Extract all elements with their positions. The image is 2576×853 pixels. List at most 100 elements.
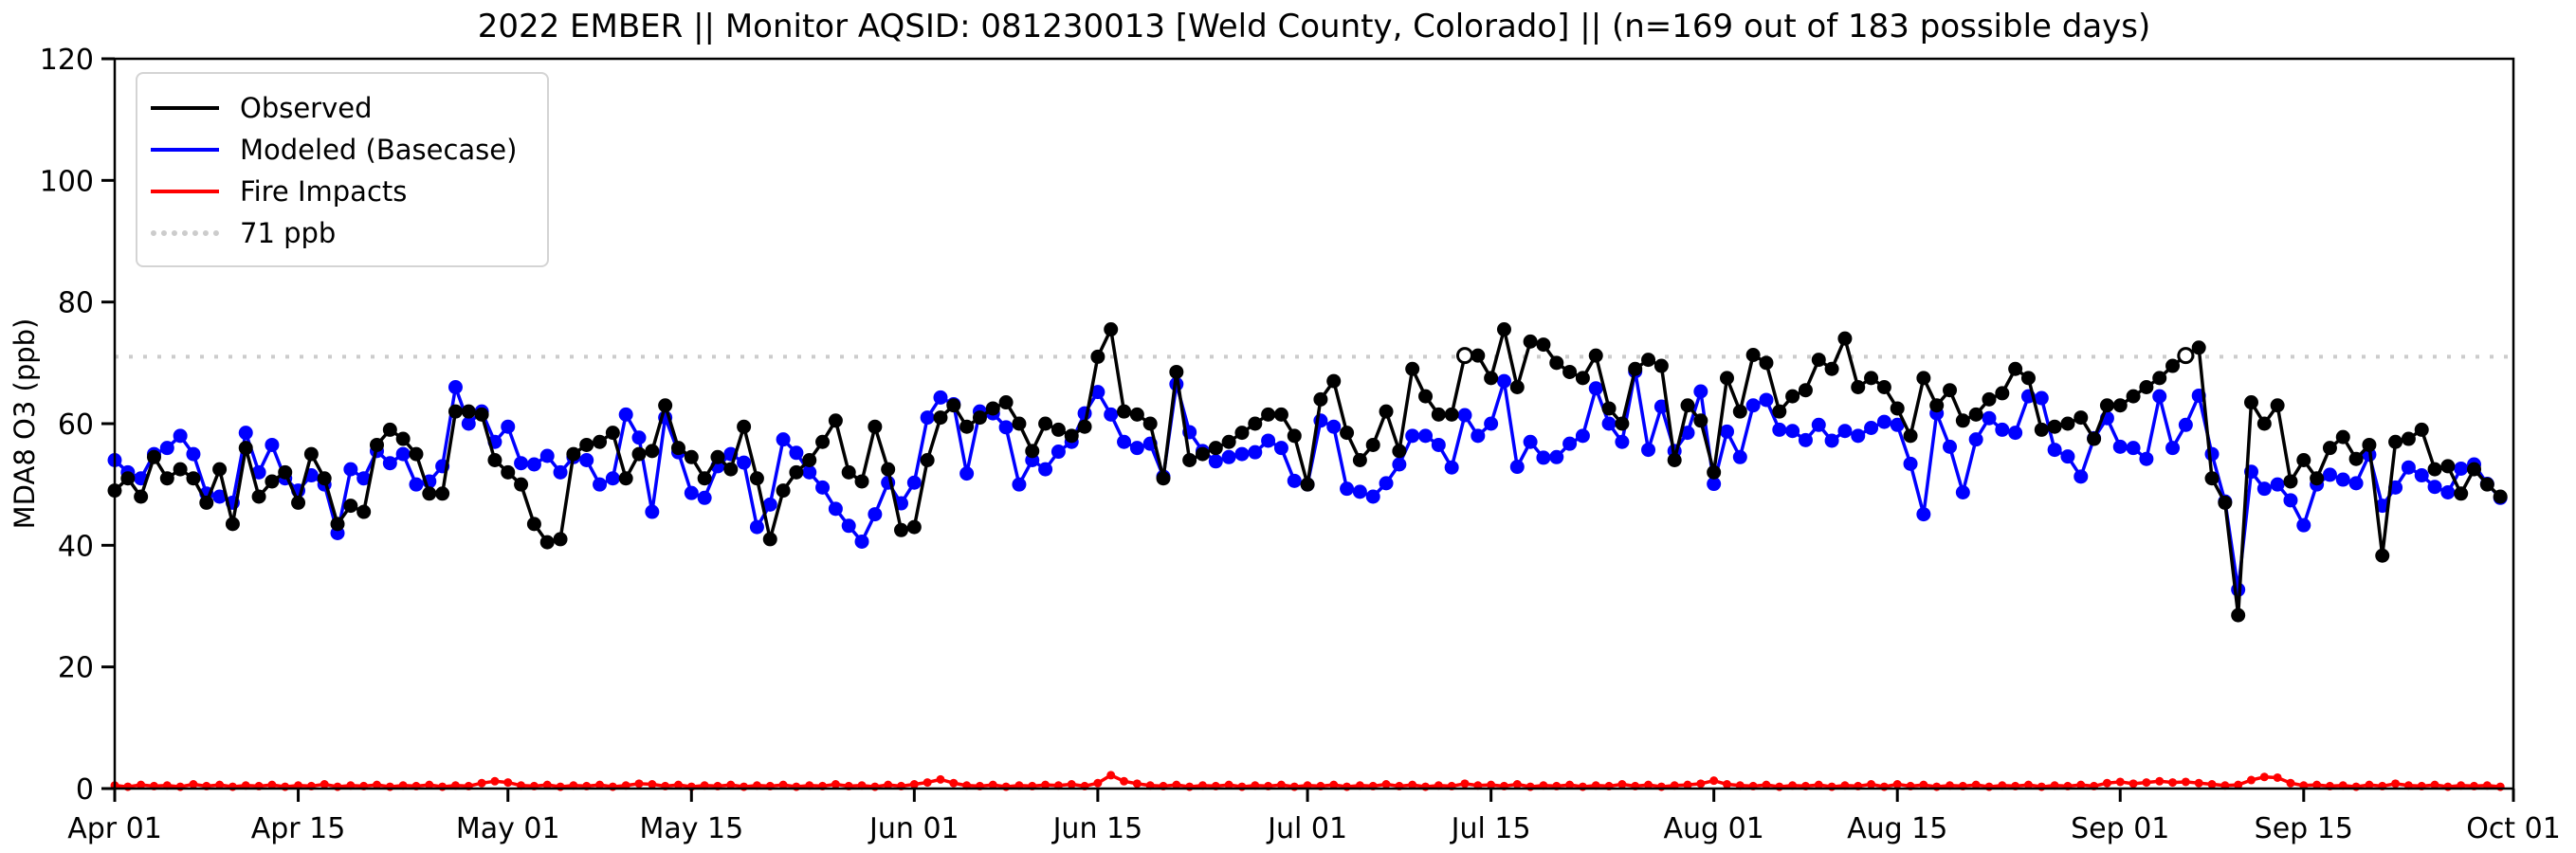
modeled-basecase--marker: [1365, 489, 1380, 504]
x-tick-label: Jun 01: [868, 812, 959, 845]
observed-marker: [435, 486, 450, 501]
observed-marker: [2060, 416, 2075, 431]
observed-marker: [2256, 416, 2272, 431]
observed-marker: [2008, 361, 2023, 376]
observed-marker: [1759, 355, 1774, 371]
modeled-basecase--marker: [1090, 385, 1105, 400]
observed-marker: [579, 437, 594, 452]
modeled-basecase--marker: [526, 457, 541, 472]
y-tick-label: 60: [58, 408, 94, 442]
observed-marker: [2204, 471, 2220, 486]
observed-marker: [2310, 471, 2325, 486]
observed-marker: [1025, 444, 1040, 459]
fire-impacts-marker: [1132, 779, 1142, 789]
fire-impacts-marker: [1172, 780, 1181, 789]
modeled-basecase--marker: [1221, 449, 1236, 464]
modeled-basecase--marker: [684, 485, 699, 500]
fire-impacts-marker: [1644, 780, 1653, 789]
fire-impacts-marker: [542, 780, 552, 789]
fire-impacts-marker: [189, 780, 198, 789]
observed-marker: [1471, 348, 1486, 363]
observed-marker: [1667, 453, 1682, 467]
modeled-basecase--marker: [251, 464, 266, 480]
observed-marker: [1982, 391, 1997, 407]
modeled-basecase--marker: [1615, 434, 1630, 449]
modeled-basecase--marker: [1955, 485, 1970, 500]
observed-marker: [2177, 347, 2195, 365]
observed-marker: [2479, 477, 2494, 492]
observed-marker: [985, 401, 1000, 416]
fire-impacts-marker: [1762, 780, 1771, 789]
observed-marker: [2152, 371, 2167, 386]
fire-impacts-marker: [2023, 780, 2033, 789]
fire-impacts-marker: [1892, 780, 1902, 789]
modeled-basecase--marker: [1379, 476, 1394, 491]
observed-marker: [1955, 413, 1970, 428]
modeled-basecase--marker: [1273, 441, 1288, 456]
observed-marker: [1745, 347, 1761, 362]
observed-marker: [303, 446, 319, 462]
fire-impacts-marker: [1120, 776, 1129, 786]
fire-impacts-marker: [778, 780, 788, 789]
modeled-basecase--marker: [1129, 441, 1144, 456]
observed-marker: [278, 464, 293, 480]
y-axis-label: MDA8 O3 (ppb): [9, 318, 41, 530]
modeled-basecase--marker: [1496, 373, 1511, 389]
observed-marker: [1798, 383, 1813, 398]
fire-impacts-marker: [503, 778, 513, 788]
modeled-basecase--marker: [1038, 462, 1053, 477]
modeled-basecase--marker: [1509, 460, 1525, 475]
modeled-basecase--marker: [2270, 477, 2285, 492]
modeled-basecase--marker: [645, 504, 660, 519]
fire-impacts-marker: [2234, 780, 2243, 789]
modeled-basecase--marker: [1208, 454, 1223, 469]
modeled-basecase--marker: [1261, 433, 1276, 448]
modeled-basecase--marker: [2427, 480, 2442, 495]
modeled-line-sample: [151, 148, 219, 152]
observed-marker: [789, 464, 804, 480]
modeled-basecase--marker: [2414, 468, 2429, 483]
fire-impacts-marker: [477, 778, 486, 788]
observed-marker: [631, 446, 647, 462]
modeled-basecase--marker: [1798, 432, 1813, 447]
observed-marker: [1365, 437, 1380, 452]
fire-impacts-marker: [2155, 776, 2165, 786]
observed-marker: [1601, 401, 1617, 416]
modeled-basecase--marker: [1104, 407, 1119, 422]
fire-impacts-marker: [2142, 778, 2151, 788]
modeled-basecase--marker: [2375, 499, 2390, 514]
observed-marker: [776, 483, 791, 499]
modeled-basecase--marker: [933, 390, 948, 405]
observed-marker: [2191, 340, 2206, 355]
observed-marker: [2296, 453, 2311, 467]
observed-marker: [212, 462, 228, 477]
observed-marker: [1575, 371, 1590, 386]
observed-line: [113, 327, 2502, 617]
modeled-basecase--marker: [1536, 450, 1551, 465]
observed-marker: [2467, 462, 2482, 477]
x-tick-label: May 15: [639, 812, 743, 845]
observed-marker: [330, 517, 345, 532]
observed-marker: [802, 453, 817, 467]
observed-marker: [1890, 401, 1905, 416]
observed-marker: [1418, 389, 1434, 404]
fire-impacts-marker: [1487, 780, 1496, 789]
observed-marker: [2335, 429, 2350, 445]
observed-marker: [2283, 474, 2298, 489]
y-tick-label: 40: [58, 530, 94, 563]
observed-marker: [1287, 428, 1302, 444]
observed-marker: [2087, 431, 2102, 446]
modeled-basecase--marker: [461, 416, 476, 431]
observed-marker: [658, 398, 673, 413]
modeled-basecase--marker: [1471, 428, 1486, 444]
modeled-basecase--marker: [448, 380, 463, 394]
fire-impacts-marker: [1381, 780, 1391, 789]
observed-marker: [1549, 355, 1564, 371]
observed-marker: [2243, 395, 2258, 410]
modeled-basecase--marker: [1719, 424, 1734, 439]
modeled-basecase--marker: [553, 464, 568, 480]
legend-label: Fire Impacts: [240, 175, 408, 208]
modeled-basecase--marker: [1680, 426, 1695, 441]
x-tick-label: Apr 01: [67, 812, 162, 845]
observed-marker: [645, 444, 660, 459]
